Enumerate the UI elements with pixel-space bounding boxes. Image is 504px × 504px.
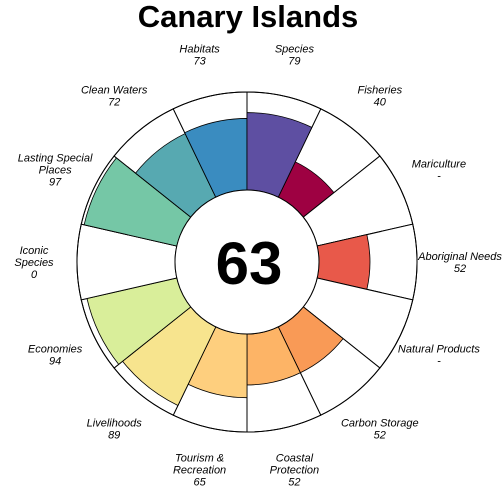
center-hole bbox=[174, 189, 320, 335]
value-carbon-storage: 52 bbox=[374, 430, 386, 442]
label-line-coastal-protection: Coastal bbox=[276, 453, 314, 465]
label-line-fisheries: Fisheries bbox=[357, 85, 402, 97]
label-clean-waters: Clean Waters 72 bbox=[81, 85, 148, 109]
value-mariculture: - bbox=[437, 171, 441, 183]
value-coastal-protection: 52 bbox=[288, 477, 300, 489]
label-coastal-protection: Coastal Protection 52 bbox=[270, 453, 320, 489]
label-natural-products: Natural Products - bbox=[398, 343, 480, 367]
label-line-habitats: Habitats bbox=[179, 43, 220, 55]
label-line-tourism-and-recreation: Tourism & bbox=[175, 453, 224, 465]
label-iconic-species: Iconic Species 0 bbox=[14, 245, 54, 281]
value-fisheries: 40 bbox=[374, 97, 387, 109]
label-aboriginal-needs: Aboriginal Needs 52 bbox=[417, 251, 502, 275]
label-line-economies: Economies bbox=[28, 343, 83, 355]
value-natural-products: - bbox=[437, 355, 441, 367]
center-score: 63 bbox=[216, 230, 283, 297]
value-aboriginal-needs: 52 bbox=[454, 263, 466, 275]
value-lasting-special-places: 97 bbox=[49, 177, 62, 189]
label-line-livelihoods: Livelihoods bbox=[87, 418, 143, 430]
label-line-tourism-and-recreation: Recreation bbox=[173, 465, 226, 477]
value-clean-waters: 72 bbox=[108, 97, 120, 109]
label-tourism-and-recreation: Tourism & Recreation 65 bbox=[173, 453, 226, 489]
label-lasting-special-places: Lasting Special Places 97 bbox=[18, 153, 93, 189]
label-line-aboriginal-needs: Aboriginal Needs bbox=[417, 251, 502, 263]
label-line-species: Species bbox=[275, 43, 315, 55]
label-line-carbon-storage: Carbon Storage bbox=[341, 418, 419, 430]
label-mariculture: Mariculture - bbox=[412, 159, 466, 183]
label-species: Species 79 bbox=[275, 43, 315, 67]
label-habitats: Habitats 73 bbox=[179, 43, 220, 67]
value-species: 79 bbox=[288, 55, 300, 67]
label-line-natural-products: Natural Products bbox=[398, 343, 480, 355]
label-line-clean-waters: Clean Waters bbox=[81, 85, 148, 97]
label-line-mariculture: Mariculture bbox=[412, 159, 466, 171]
value-tourism-and-recreation: 65 bbox=[193, 477, 206, 489]
label-line-iconic-species: Iconic bbox=[20, 245, 49, 257]
label-livelihoods: Livelihoods 89 bbox=[87, 418, 143, 442]
label-line-iconic-species: Species bbox=[14, 257, 54, 269]
label-line-lasting-special-places: Lasting Special bbox=[18, 153, 93, 165]
value-economies: 94 bbox=[49, 355, 61, 367]
outer-circle bbox=[76, 91, 418, 433]
label-carbon-storage: Carbon Storage 52 bbox=[341, 418, 419, 442]
value-habitats: 73 bbox=[193, 55, 206, 67]
label-economies: Economies 94 bbox=[28, 343, 83, 367]
label-line-lasting-special-places: Places bbox=[39, 165, 73, 177]
value-livelihoods: 89 bbox=[108, 430, 120, 442]
value-iconic-species: 0 bbox=[31, 269, 38, 281]
label-line-coastal-protection: Protection bbox=[270, 465, 320, 477]
chart-title: Canary Islands bbox=[138, 0, 359, 34]
label-fisheries: Fisheries 40 bbox=[357, 85, 402, 109]
